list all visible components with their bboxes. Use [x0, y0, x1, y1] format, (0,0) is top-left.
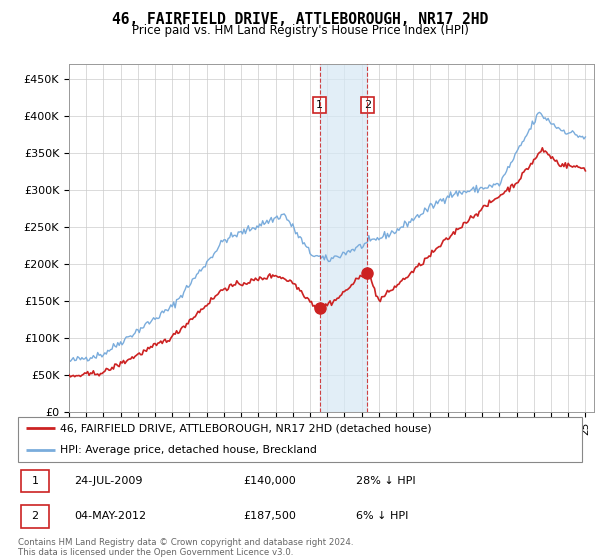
- Bar: [21, 505, 49, 528]
- Text: Contains HM Land Registry data © Crown copyright and database right 2024.
This d: Contains HM Land Registry data © Crown c…: [18, 538, 353, 557]
- Text: 2: 2: [31, 511, 38, 521]
- Bar: [21, 470, 49, 492]
- Text: 2: 2: [364, 100, 371, 110]
- FancyBboxPatch shape: [18, 417, 582, 462]
- Text: HPI: Average price, detached house, Breckland: HPI: Average price, detached house, Brec…: [60, 445, 317, 455]
- Text: 46, FAIRFIELD DRIVE, ATTLEBOROUGH, NR17 2HD: 46, FAIRFIELD DRIVE, ATTLEBOROUGH, NR17 …: [112, 12, 488, 27]
- Text: 28% ↓ HPI: 28% ↓ HPI: [356, 476, 416, 486]
- Text: 1: 1: [316, 100, 323, 110]
- Text: Price paid vs. HM Land Registry's House Price Index (HPI): Price paid vs. HM Land Registry's House …: [131, 24, 469, 36]
- Text: 6% ↓ HPI: 6% ↓ HPI: [356, 511, 409, 521]
- Bar: [320, 64, 367, 412]
- Text: £187,500: £187,500: [244, 511, 296, 521]
- Text: 1: 1: [31, 476, 38, 486]
- Text: £140,000: £140,000: [244, 476, 296, 486]
- Text: 04-MAY-2012: 04-MAY-2012: [74, 511, 146, 521]
- Text: 24-JUL-2009: 24-JUL-2009: [74, 476, 143, 486]
- Text: 46, FAIRFIELD DRIVE, ATTLEBOROUGH, NR17 2HD (detached house): 46, FAIRFIELD DRIVE, ATTLEBOROUGH, NR17 …: [60, 423, 432, 433]
